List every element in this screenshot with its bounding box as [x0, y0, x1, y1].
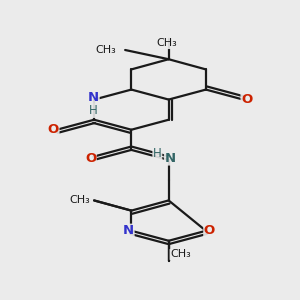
Text: CH₃: CH₃	[157, 38, 178, 49]
Text: CH₃: CH₃	[170, 250, 191, 260]
Text: O: O	[241, 93, 252, 106]
Text: N: N	[165, 152, 176, 165]
Text: H: H	[89, 104, 98, 117]
Text: O: O	[85, 152, 96, 165]
Text: N: N	[88, 91, 99, 104]
Text: CH₃: CH₃	[95, 45, 116, 55]
Text: O: O	[48, 123, 59, 136]
Text: CH₃: CH₃	[70, 195, 91, 206]
Text: H: H	[153, 147, 162, 160]
Text: N: N	[123, 224, 134, 237]
Text: O: O	[204, 224, 215, 237]
